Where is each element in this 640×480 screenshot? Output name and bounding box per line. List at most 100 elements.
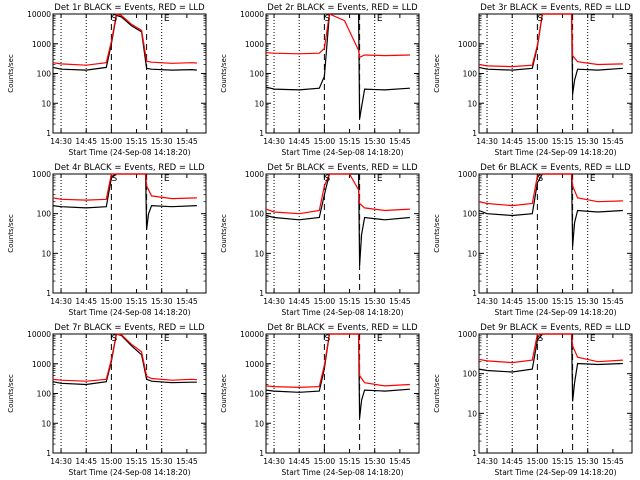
y-axis-label: Counts/sec (7, 54, 15, 93)
y-tick-label: 100 (250, 70, 265, 79)
plot-frame (52, 13, 207, 134)
chart-title: Det 9r BLACK = Events, RED = LLD (480, 323, 631, 333)
plot-frame (52, 173, 207, 294)
y-tick-label: 10 (254, 249, 264, 258)
y-tick-label: 1000 (32, 40, 51, 49)
y-tick-label: 1 (259, 129, 264, 138)
y-tick-label: 10000 (240, 10, 264, 19)
chart-svg: Det 9r BLACK = Events, RED = LLD Counts/s… (433, 323, 633, 477)
plot-frame (265, 333, 420, 454)
chart-title: Det 5r BLACK = Events, RED = LLD (267, 163, 418, 173)
series-line-lld (478, 13, 623, 68)
marker-e: E (377, 174, 383, 184)
plot-frame (478, 333, 633, 454)
x-axis-label: Start Time (24-Sep-08 14:18:20) (69, 468, 191, 477)
series-line-events (265, 333, 410, 419)
y-tick-label: 1 (472, 449, 477, 458)
y-tick-label: 10000 (27, 330, 51, 339)
marker-e: E (164, 334, 170, 344)
y-tick-label: 1000 (245, 170, 264, 179)
y-axis-label: Counts/sec (220, 214, 228, 253)
x-axis-label: Start Time (24-Sep-08 14:18:20) (282, 308, 404, 317)
y-tick-label: 100 (463, 370, 478, 379)
chart-title: Det 7r BLACK = Events, RED = LLD (54, 323, 205, 333)
y-tick-label: 10000 (240, 330, 264, 339)
x-tick-label: 14:30 (476, 457, 498, 466)
series-line-lld (52, 173, 197, 201)
y-tick-label: 10 (41, 99, 51, 108)
series-line-lld (478, 173, 623, 207)
x-tick-label: 15:00 (314, 297, 336, 306)
x-tick-label: 15:30 (577, 297, 599, 306)
marker-s: S (538, 14, 544, 24)
x-tick-label: 14:45 (75, 137, 97, 146)
marker-s: S (112, 14, 118, 24)
y-tick-label: 1 (46, 289, 51, 298)
series-line-events (52, 333, 197, 386)
chart-title: Det 3r BLACK = Events, RED = LLD (480, 3, 631, 13)
y-tick-label: 100 (463, 210, 478, 219)
x-tick-label: 15:30 (364, 137, 386, 146)
series-line-lld (52, 333, 197, 382)
chart-panel-7: Det 7r BLACK = Events, RED = LLD Counts/s… (0, 320, 213, 480)
y-tick-label: 100 (250, 210, 265, 219)
x-tick-label: 15:00 (314, 457, 336, 466)
x-axis-label: Start Time (24-Sep-08 14:18:20) (69, 148, 191, 157)
x-tick-label: 14:45 (501, 457, 523, 466)
marker-e: E (377, 14, 383, 24)
chart-svg: Det 2r BLACK = Events, RED = LLD Counts/s… (220, 3, 420, 157)
y-axis-label: Counts/sec (220, 374, 228, 413)
marker-s: S (325, 334, 331, 344)
x-tick-label: 15:30 (577, 137, 599, 146)
y-tick-label: 10 (41, 419, 51, 428)
series-line-events (265, 13, 410, 119)
x-tick-label: 15:30 (151, 457, 173, 466)
x-tick-label: 15:45 (176, 137, 198, 146)
x-tick-label: 15:45 (176, 457, 198, 466)
x-axis-label: Start Time (24-Sep-08 14:18:20) (282, 468, 404, 477)
chart-panel-9: Det 9r BLACK = Events, RED = LLD Counts/s… (426, 320, 639, 480)
x-tick-label: 15:15 (552, 457, 574, 466)
x-tick-label: 15:00 (527, 137, 549, 146)
y-axis-label: Counts/sec (220, 54, 228, 93)
y-axis-label: Counts/sec (433, 374, 441, 413)
x-axis-label: Start Time (24-Sep-08 14:18:20) (282, 148, 404, 157)
marker-e: E (377, 334, 383, 344)
y-tick-label: 1000 (32, 170, 51, 179)
chart-svg: Det 4r BLACK = Events, RED = LLD Counts/s… (7, 163, 207, 317)
chart-panel-8: Det 8r BLACK = Events, RED = LLD Counts/s… (213, 320, 426, 480)
x-tick-label: 15:30 (364, 457, 386, 466)
plot-frame (52, 333, 207, 454)
x-tick-label: 15:30 (151, 297, 173, 306)
x-tick-label: 14:45 (501, 297, 523, 306)
y-tick-label: 1 (46, 129, 51, 138)
y-axis-label: Counts/sec (7, 214, 15, 253)
y-tick-label: 10 (467, 249, 477, 258)
marker-e: E (590, 174, 596, 184)
x-tick-label: 14:30 (263, 457, 285, 466)
x-tick-label: 15:45 (602, 137, 624, 146)
x-tick-label: 14:45 (501, 137, 523, 146)
x-tick-label: 14:30 (50, 137, 72, 146)
x-tick-label: 15:15 (126, 457, 148, 466)
series-line-lld (265, 13, 410, 59)
series-line-lld (265, 173, 410, 215)
marker-e: E (164, 14, 170, 24)
x-tick-label: 15:30 (364, 297, 386, 306)
x-tick-label: 14:30 (476, 297, 498, 306)
chart-panel-2: Det 2r BLACK = Events, RED = LLD Counts/s… (213, 0, 426, 160)
x-tick-label: 14:30 (263, 137, 285, 146)
y-tick-label: 1 (259, 449, 264, 458)
series-line-events (265, 173, 410, 266)
y-tick-label: 1000 (458, 170, 477, 179)
y-axis-label: Counts/sec (7, 374, 15, 413)
x-tick-label: 15:15 (552, 297, 574, 306)
chart-panel-3: Det 3r BLACK = Events, RED = LLD Counts/s… (426, 0, 639, 160)
x-tick-label: 15:30 (151, 137, 173, 146)
x-tick-label: 14:45 (288, 297, 310, 306)
y-tick-label: 10 (467, 409, 477, 418)
x-tick-label: 14:30 (263, 297, 285, 306)
x-tick-label: 15:15 (126, 297, 148, 306)
y-tick-label: 1000 (32, 360, 51, 369)
